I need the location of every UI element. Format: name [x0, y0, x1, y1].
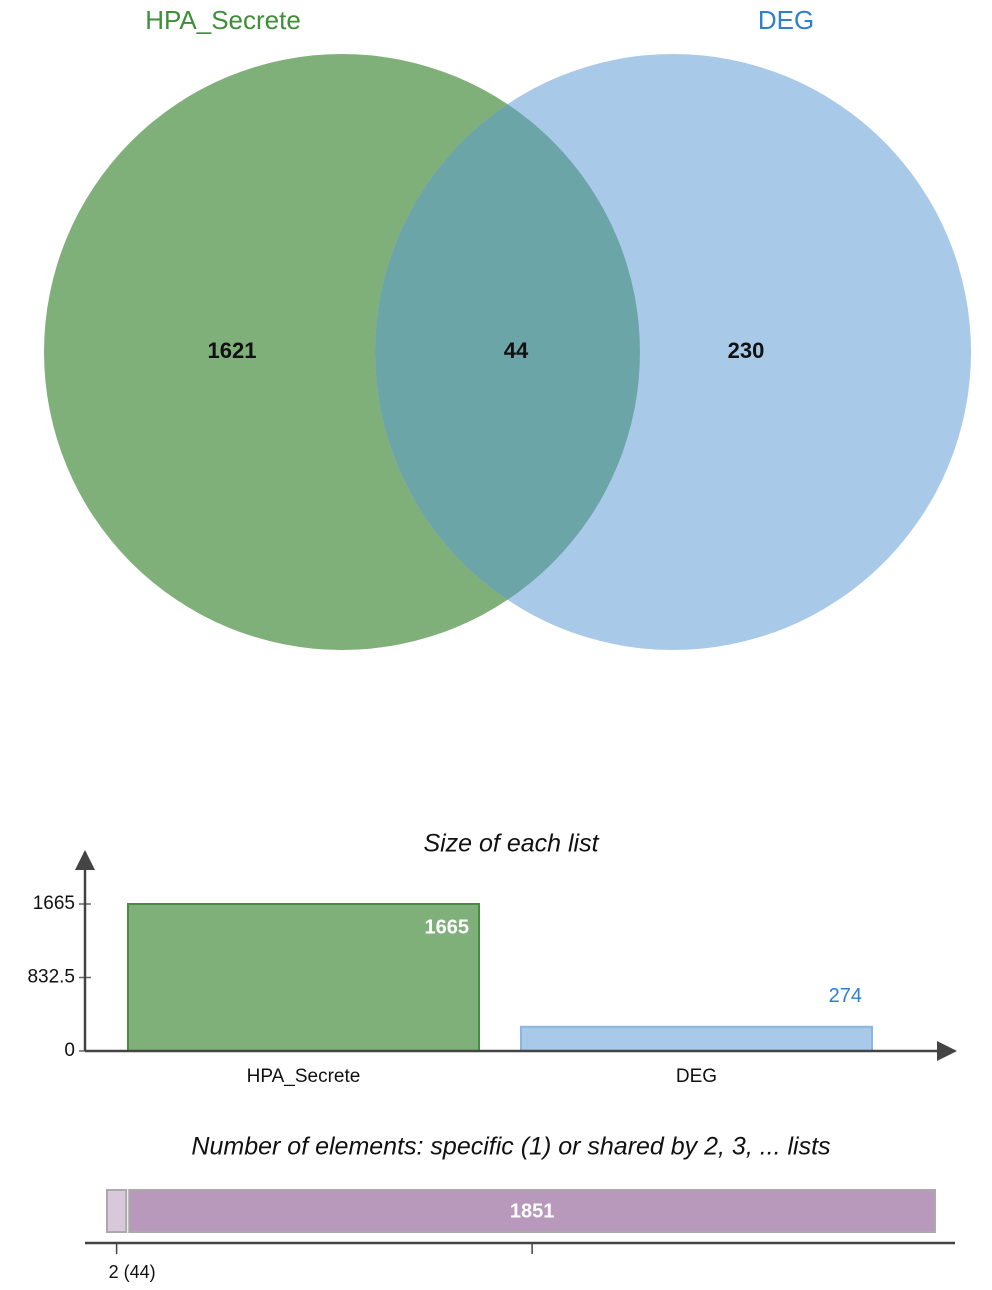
- region-count: 230: [728, 338, 765, 363]
- segment: [106, 1189, 128, 1233]
- y-tick-label: 0: [64, 1040, 75, 1061]
- segment: [128, 1189, 936, 1233]
- y-tick-label: 1665: [33, 893, 75, 914]
- overlap-region: [375, 54, 640, 650]
- segment-label: 2 (44): [109, 1262, 156, 1282]
- value-label: 1665: [425, 916, 470, 938]
- set-label: HPA_Secrete: [145, 5, 301, 35]
- x-tick-label: HPA_Secrete: [247, 1066, 361, 1087]
- y-tick-label: 832.5: [27, 967, 75, 988]
- chart-title: Size of each list: [423, 830, 599, 858]
- value-label: 274: [829, 985, 862, 1007]
- value-label: 1851: [510, 1200, 555, 1222]
- chart-title: Number of elements: specific (1) or shar…: [191, 1133, 830, 1161]
- bar: [520, 1025, 873, 1052]
- region-count: 1621: [208, 338, 257, 363]
- region-count: 44: [504, 338, 529, 363]
- x-tick-label: DEG: [676, 1066, 717, 1087]
- set-label: DEG: [758, 5, 814, 35]
